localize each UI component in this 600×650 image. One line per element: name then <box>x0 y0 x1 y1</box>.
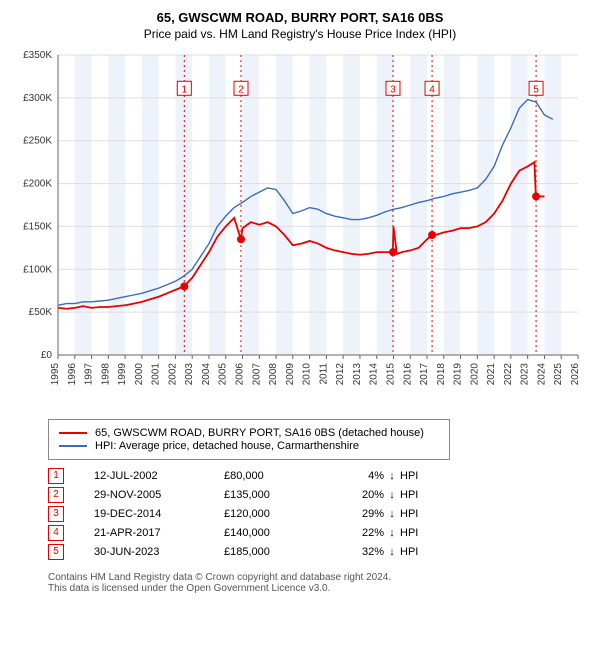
svg-text:2003: 2003 <box>184 363 195 386</box>
page-container: 65, GWSCWM ROAD, BURRY PORT, SA16 0BS Pr… <box>0 0 600 604</box>
svg-text:2024: 2024 <box>536 363 547 386</box>
sale-badge: 5 <box>48 544 64 560</box>
chart: £0 £50K £100K £150K £200K £250K £300K £350K 1995… <box>10 49 590 409</box>
chart-svg: £0 £50K £100K £150K £200K £250K £300K £350K 1995… <box>10 49 590 409</box>
sale-price: £135,000 <box>224 489 324 501</box>
sale-row: 2 29-NOV-2005£135,00020%↓HPI <box>48 487 590 503</box>
sale-price: £140,000 <box>224 527 324 539</box>
svg-text:2008: 2008 <box>268 363 279 386</box>
svg-text:£300K: £300K <box>23 93 52 104</box>
svg-text:2015: 2015 <box>385 363 396 386</box>
svg-text:£100K: £100K <box>23 264 52 275</box>
svg-text:2014: 2014 <box>369 363 380 386</box>
svg-text:2026: 2026 <box>570 363 581 386</box>
svg-text:2025: 2025 <box>553 363 564 386</box>
legend: 65, GWSCWM ROAD, BURRY PORT, SA16 0BS (d… <box>48 419 450 460</box>
svg-text:£350K: £350K <box>23 50 52 61</box>
sale-row: 1 12-JUL-2002£80,0004%↓HPI <box>48 468 590 484</box>
svg-text:2013: 2013 <box>352 363 363 386</box>
svg-text:£250K: £250K <box>23 136 52 147</box>
legend-label: 65, GWSCWM ROAD, BURRY PORT, SA16 0BS (d… <box>95 427 424 439</box>
svg-text:2019: 2019 <box>453 363 464 386</box>
sale-price: £185,000 <box>224 546 324 558</box>
svg-text:1995: 1995 <box>50 363 61 386</box>
legend-item: HPI: Average price, detached house, Carm… <box>59 440 439 452</box>
legend-swatch <box>59 445 87 447</box>
svg-text:1: 1 <box>182 84 188 95</box>
sale-hpi-label: HPI <box>400 470 440 482</box>
sale-date: 30-JUN-2023 <box>94 546 224 558</box>
sales-table: 112-JUL-2002£80,0004%↓HPI229-NOV-2005£13… <box>48 468 590 560</box>
down-arrow-icon: ↓ <box>384 527 400 539</box>
sale-price: £80,000 <box>224 470 324 482</box>
down-arrow-icon: ↓ <box>384 546 400 558</box>
svg-text:1998: 1998 <box>100 363 111 386</box>
sale-date: 12-JUL-2002 <box>94 470 224 482</box>
svg-text:£50K: £50K <box>29 307 53 318</box>
svg-text:2006: 2006 <box>235 363 246 386</box>
sale-pct: 20% <box>324 489 384 501</box>
down-arrow-icon: ↓ <box>384 508 400 520</box>
svg-text:2016: 2016 <box>402 363 413 386</box>
svg-text:1999: 1999 <box>117 363 128 386</box>
legend-label: HPI: Average price, detached house, Carm… <box>95 440 359 452</box>
svg-text:1996: 1996 <box>67 363 78 386</box>
footnote-2: This data is licensed under the Open Gov… <box>48 583 590 594</box>
sale-date: 19-DEC-2014 <box>94 508 224 520</box>
sale-hpi-label: HPI <box>400 527 440 539</box>
svg-text:2009: 2009 <box>285 363 296 386</box>
sale-badge: 2 <box>48 487 64 503</box>
svg-text:2004: 2004 <box>201 363 212 386</box>
footnote-1: Contains HM Land Registry data © Crown c… <box>48 572 590 583</box>
svg-text:2002: 2002 <box>167 363 178 386</box>
svg-text:2021: 2021 <box>486 363 497 386</box>
svg-text:2010: 2010 <box>302 363 313 386</box>
svg-text:2020: 2020 <box>469 363 480 386</box>
sale-row: 4 21-APR-2017£140,00022%↓HPI <box>48 525 590 541</box>
svg-text:2012: 2012 <box>335 363 346 386</box>
sale-badge: 1 <box>48 468 64 484</box>
svg-text:2000: 2000 <box>134 363 145 386</box>
svg-text:1997: 1997 <box>84 363 95 386</box>
sale-price: £120,000 <box>224 508 324 520</box>
sale-pct: 32% <box>324 546 384 558</box>
svg-text:2022: 2022 <box>503 363 514 386</box>
svg-text:2011: 2011 <box>318 363 329 385</box>
sale-pct: 22% <box>324 527 384 539</box>
svg-text:2018: 2018 <box>436 363 447 386</box>
svg-text:5: 5 <box>533 84 539 95</box>
chart-title: 65, GWSCWM ROAD, BURRY PORT, SA16 0BS <box>10 10 590 25</box>
svg-text:£150K: £150K <box>23 221 52 232</box>
sale-pct: 29% <box>324 508 384 520</box>
svg-text:3: 3 <box>390 84 396 95</box>
sale-badge: 4 <box>48 525 64 541</box>
sale-badge: 3 <box>48 506 64 522</box>
legend-swatch <box>59 432 87 434</box>
sale-pct: 4% <box>324 470 384 482</box>
sale-hpi-label: HPI <box>400 508 440 520</box>
sale-row: 3 19-DEC-2014£120,00029%↓HPI <box>48 506 590 522</box>
svg-text:2023: 2023 <box>520 363 531 386</box>
down-arrow-icon: ↓ <box>384 470 400 482</box>
svg-text:4: 4 <box>429 84 435 95</box>
sale-date: 21-APR-2017 <box>94 527 224 539</box>
svg-text:2: 2 <box>238 84 244 95</box>
svg-text:2007: 2007 <box>251 363 262 386</box>
sale-row: 5 30-JUN-2023£185,00032%↓HPI <box>48 544 590 560</box>
svg-text:2017: 2017 <box>419 363 430 386</box>
svg-text:2005: 2005 <box>218 363 229 386</box>
svg-text:£0: £0 <box>41 350 53 361</box>
svg-text:2001: 2001 <box>151 363 162 386</box>
legend-item: 65, GWSCWM ROAD, BURRY PORT, SA16 0BS (d… <box>59 427 439 439</box>
sale-date: 29-NOV-2005 <box>94 489 224 501</box>
sale-hpi-label: HPI <box>400 489 440 501</box>
sale-hpi-label: HPI <box>400 546 440 558</box>
down-arrow-icon: ↓ <box>384 489 400 501</box>
svg-text:£200K: £200K <box>23 179 52 190</box>
chart-subtitle: Price paid vs. HM Land Registry's House … <box>10 27 590 41</box>
